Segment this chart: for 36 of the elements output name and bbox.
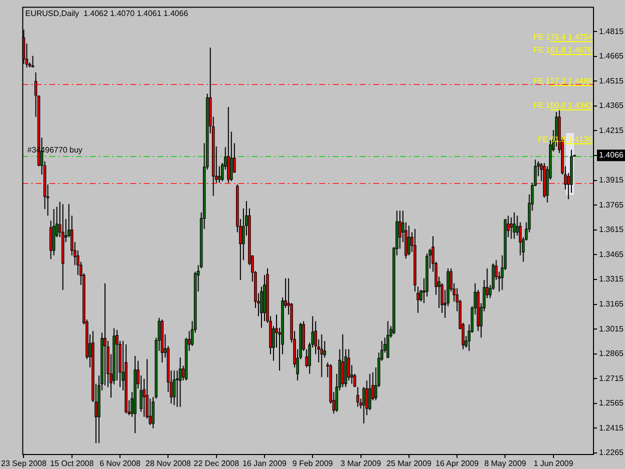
y-tick-label: 1.4515 — [599, 76, 624, 86]
x-tick-label: 22 Dec 2008 — [194, 459, 240, 468]
y-tick-label: 1.2715 — [599, 374, 624, 383]
y-tick-label: 1.4215 — [599, 126, 624, 135]
x-tick-label: 6 Nov 2008 — [100, 459, 142, 468]
y-tick-label: 1.3165 — [599, 299, 624, 308]
x-tick-label: 8 May 2009 — [484, 459, 527, 468]
y-tick-label: 1.4365 — [599, 101, 624, 110]
y-tick-label: 1.3915 — [599, 176, 624, 185]
y-tick-label: 1.3765 — [599, 200, 624, 210]
y-tick-label: 1.3615 — [599, 225, 624, 234]
x-tick-label: 1 Jun 2009 — [534, 459, 574, 468]
chart-title: EURUSD,Daily 1.4062 1.4070 1.4061 1.4066 — [25, 8, 189, 18]
x-tick-label: 3 Mar 2009 — [340, 459, 382, 468]
series-label: FE 176.4 1.4754 — [533, 32, 594, 42]
y-tick-label: 1.2865 — [599, 349, 624, 358]
y-tick-label: 1.3465 — [599, 250, 624, 259]
y-tick-label: 1.4066 — [599, 150, 624, 160]
x-tick-label: 23 Sep 2008 — [1, 459, 47, 468]
y-tick-label: 1.3315 — [599, 274, 624, 284]
y-tick-label: 1.2265 — [599, 448, 624, 458]
x-tick-label: 9 Feb 2009 — [292, 459, 334, 468]
x-tick-label: 25 Mar 2009 — [386, 459, 432, 468]
y-tick-label: 1.3015 — [599, 324, 624, 334]
x-tick-label: 16 Jan 2009 — [242, 459, 288, 468]
x-tick-label: 16 Apr 2009 — [436, 459, 480, 468]
x-tick-label: 15 Oct 2008 — [50, 459, 94, 468]
y-tick-label: 1.2415 — [599, 423, 624, 432]
series-label: FE 61.8 1.4136 — [538, 134, 594, 144]
series-label: FE 127.2 1.4489 — [533, 76, 594, 86]
y-tick-label: 1.4665 — [599, 52, 624, 61]
y-tick-label: 1.4815 — [599, 26, 624, 36]
x-tick-label: 28 Nov 2008 — [146, 459, 192, 468]
y-tick-label: 1.2565 — [599, 398, 624, 408]
series-label: FE 161.8 1.4676 — [533, 46, 594, 55]
series-label: FE 100.0 1.4342 — [533, 100, 594, 110]
